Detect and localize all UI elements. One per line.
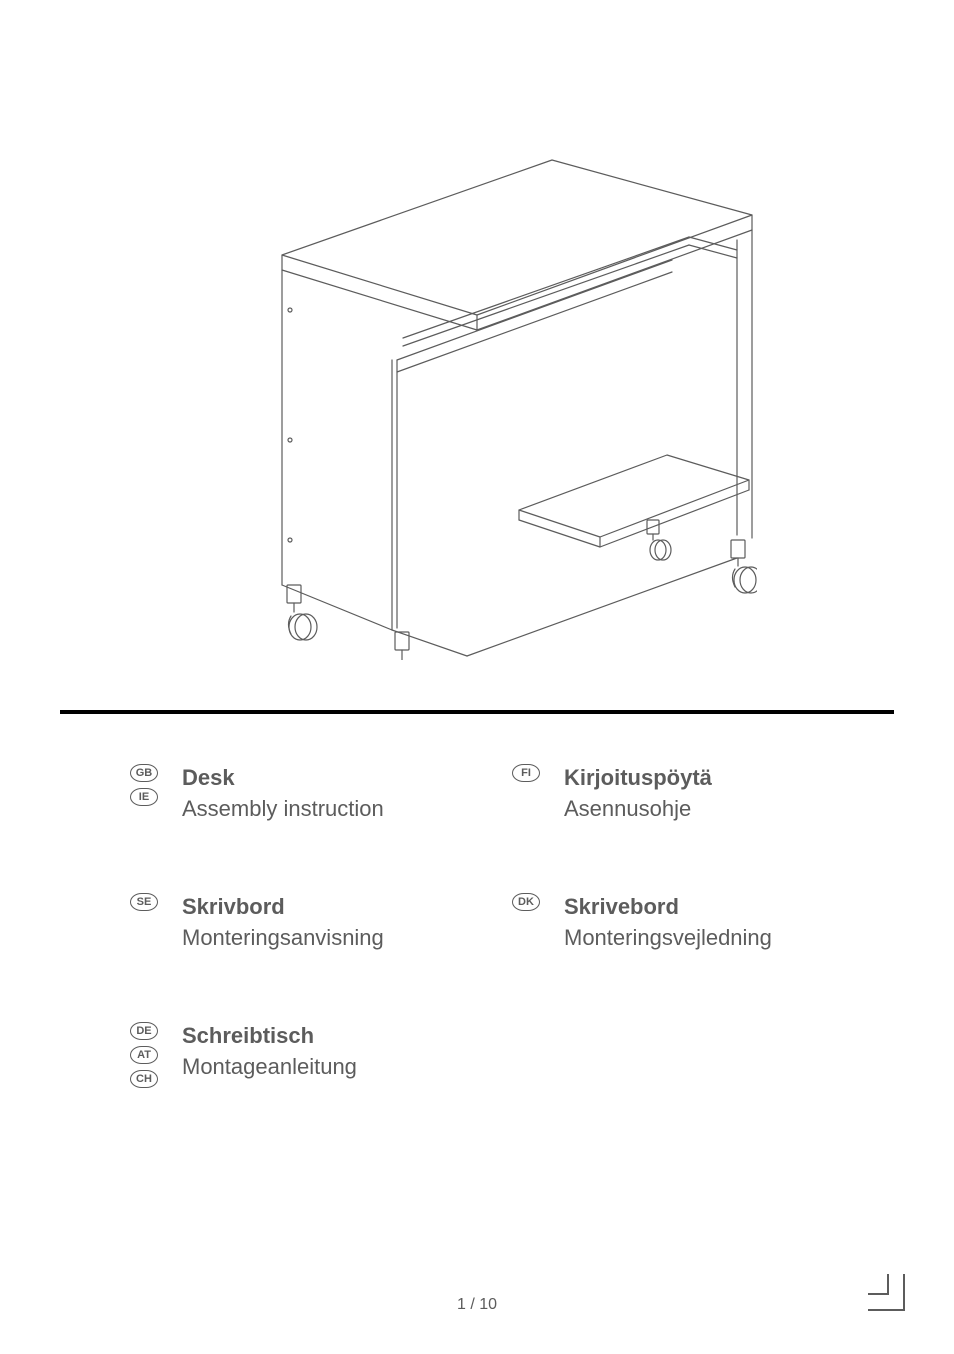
lang-entry-fi: FI Kirjoituspöytä Asennusohje: [512, 764, 854, 823]
document-subtitle: Monteringsanvisning: [182, 924, 384, 953]
document-subtitle: Assembly instruction: [182, 795, 384, 824]
country-badge: GB: [130, 764, 158, 782]
document-subtitle: Asennusohje: [564, 795, 712, 824]
country-badge: DE: [130, 1022, 158, 1040]
product-title: Desk: [182, 764, 384, 793]
product-illustration: [60, 40, 894, 680]
section-divider: [60, 710, 894, 714]
crop-mark-icon: [866, 1272, 906, 1312]
text-column: Desk Assembly instruction: [182, 764, 384, 823]
country-badge: DK: [512, 893, 540, 911]
lang-entry-se: SE Skrivbord Monteringsanvisning: [130, 893, 472, 952]
text-column: Skrivbord Monteringsanvisning: [182, 893, 384, 952]
lang-entry-gb: GB IE Desk Assembly instruction: [130, 764, 472, 823]
code-column: GB IE: [130, 764, 170, 806]
country-badge: SE: [130, 893, 158, 911]
desk-line-drawing: [197, 140, 757, 660]
document-subtitle: Monteringsvejledning: [564, 924, 772, 953]
page-number: 1 / 10: [0, 1296, 954, 1314]
page: GB IE Desk Assembly instruction FI Kirjo…: [0, 0, 954, 1354]
text-column: Skrivebord Monteringsvejledning: [564, 893, 772, 952]
code-column: DE AT CH: [130, 1022, 170, 1088]
lang-entry-de: DE AT CH Schreibtisch Montageanleitung: [130, 1022, 472, 1088]
country-badge: AT: [130, 1046, 158, 1064]
lang-entry-dk: DK Skrivebord Monteringsvejledning: [512, 893, 854, 952]
product-title: Kirjoituspöytä: [564, 764, 712, 793]
country-badge: CH: [130, 1070, 158, 1088]
code-column: FI: [512, 764, 552, 782]
document-subtitle: Montageanleitung: [182, 1053, 357, 1082]
product-title: Skrivbord: [182, 893, 384, 922]
country-badge: IE: [130, 788, 158, 806]
language-grid: GB IE Desk Assembly instruction FI Kirjo…: [60, 764, 894, 1088]
code-column: DK: [512, 893, 552, 911]
text-column: Kirjoituspöytä Asennusohje: [564, 764, 712, 823]
product-title: Schreibtisch: [182, 1022, 357, 1051]
product-title: Skrivebord: [564, 893, 772, 922]
text-column: Schreibtisch Montageanleitung: [182, 1022, 357, 1081]
code-column: SE: [130, 893, 170, 911]
country-badge: FI: [512, 764, 540, 782]
